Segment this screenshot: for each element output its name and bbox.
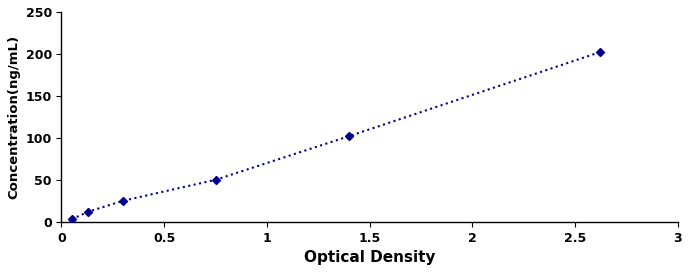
Y-axis label: Concentration(ng/mL): Concentration(ng/mL) [7,35,20,199]
X-axis label: Optical Density: Optical Density [304,250,435,265]
